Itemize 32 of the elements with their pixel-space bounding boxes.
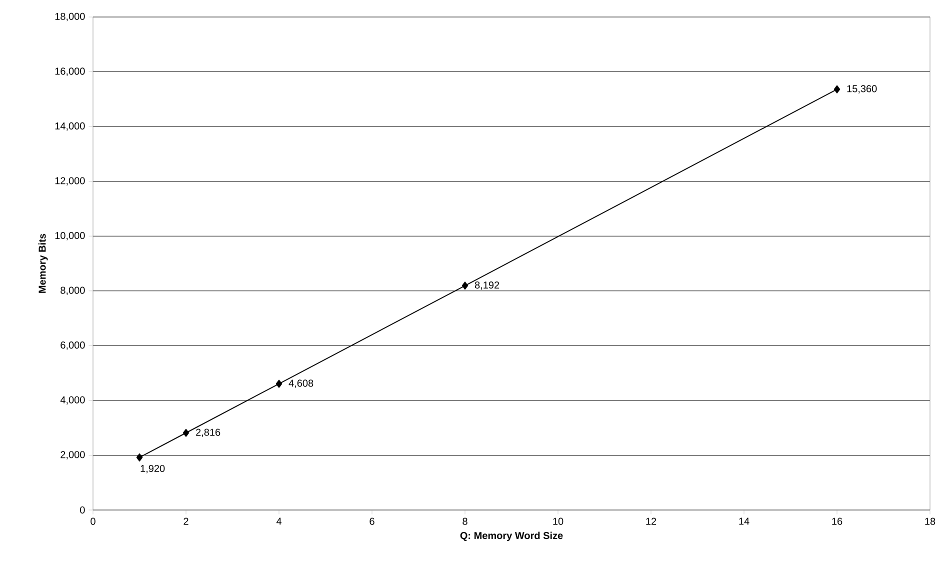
y-tick-label: 2,000: [60, 451, 85, 460]
y-tick-label: 10,000: [55, 232, 85, 240]
data-label: 4,608: [288, 380, 314, 388]
point: [136, 453, 143, 462]
data-label: 8,192: [474, 282, 500, 290]
y-tick-label: 0: [80, 506, 85, 514]
x-tick-label: 0: [90, 518, 96, 525]
y-tick-label: 16,000: [55, 68, 85, 76]
point: [462, 282, 468, 290]
y-axis-title: Memory Bits: [38, 234, 48, 293]
y-tick-label: 4,000: [60, 396, 85, 405]
x-tick-label: 8: [462, 518, 468, 525]
x-tick-label: 12: [646, 518, 656, 525]
data-label: 15,360: [847, 85, 877, 94]
x-tick-label: 18: [925, 518, 936, 525]
y-tick-label: 6,000: [60, 342, 85, 350]
data-label: 2,816: [196, 428, 220, 438]
y-tick-label: 14,000: [55, 122, 85, 131]
x-tick-label: 6: [370, 518, 374, 525]
point: [276, 380, 282, 388]
point: [834, 85, 840, 94]
x-tick-label: 16: [832, 518, 842, 525]
x-tick-label: 2: [184, 518, 188, 525]
y-tick-label: 18,000: [55, 12, 85, 22]
x-tick-label: 4: [276, 518, 282, 525]
x-tick-label: 10: [553, 518, 564, 525]
data-label: 1,920: [140, 464, 165, 474]
y-tick-label: 8,000: [60, 286, 85, 296]
x-tick-label: 14: [739, 518, 750, 525]
y-tick-label: 12,000: [55, 177, 85, 186]
x-axis-title: Q: Memory Word Size: [460, 532, 563, 542]
point: [182, 428, 190, 437]
